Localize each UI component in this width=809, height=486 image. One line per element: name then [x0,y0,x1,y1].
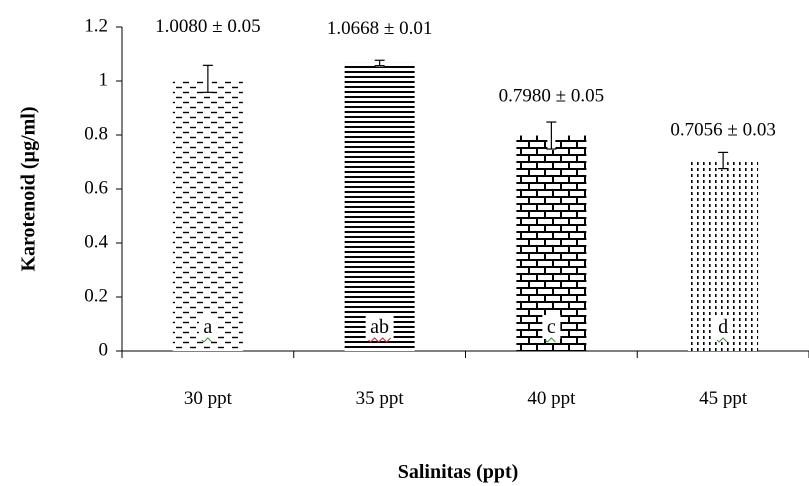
data-label: 1.0080 ± 0.05 [155,16,260,37]
spellcheck-squiggle [201,337,213,343]
error-bars [202,59,729,170]
data-label: 1.0668 ± 0.01 [327,18,432,39]
significance-letter: d [718,316,728,338]
y-tick-label: 0 [99,339,109,360]
x-axis-title: Salinitas (ppt) [398,461,519,483]
x-ticks: 30 ppt 35 ppt 40 ppt 45 ppt [121,351,809,409]
error-bar [202,64,213,94]
x-tick-label: 30 ppt [184,388,233,409]
error-bar [546,121,557,151]
y-tick-label: 0.8 [84,123,108,144]
significance-letter: ab [370,316,389,338]
y-tick-label: 0.6 [84,177,108,198]
sig-letter-bg [198,315,217,339]
bar [172,78,243,351]
x-tick-label: 40 ppt [527,388,576,409]
value-labels: 1.0080 ± 0.05 a 1.0668 ± 0.01 ab 0.7980 ± 0.… [155,16,776,343]
bar [344,62,415,352]
significance-letter: c [547,316,556,338]
sig-letter-bg [365,315,394,339]
y-tick-label: 0.4 [84,231,108,252]
data-label: 0.7980 ± 0.05 [499,86,604,107]
y-ticks: 0 0.2 0.4 0.6 0.8 1 1.2 [84,15,122,360]
bars [172,62,759,352]
y-axis-title: Karotenoid (µg/ml) [18,106,40,271]
x-tick-label: 45 ppt [699,388,748,409]
sig-letter-bg [542,315,561,339]
y-tick-label: 1.2 [84,15,108,36]
significance-letter: a [203,316,212,338]
y-tick-label: 1 [99,69,109,90]
spellcheck-squiggle [368,337,391,343]
data-label: 0.7056 ± 0.03 [670,119,775,140]
spellcheck-squiggle [716,337,728,343]
y-tick-label: 0.2 [84,285,108,306]
error-bar [718,151,729,170]
error-bar [374,59,385,67]
sig-letter-bg [714,315,733,339]
spellcheck-squiggle [545,337,556,343]
x-tick-label: 35 ppt [356,388,405,409]
